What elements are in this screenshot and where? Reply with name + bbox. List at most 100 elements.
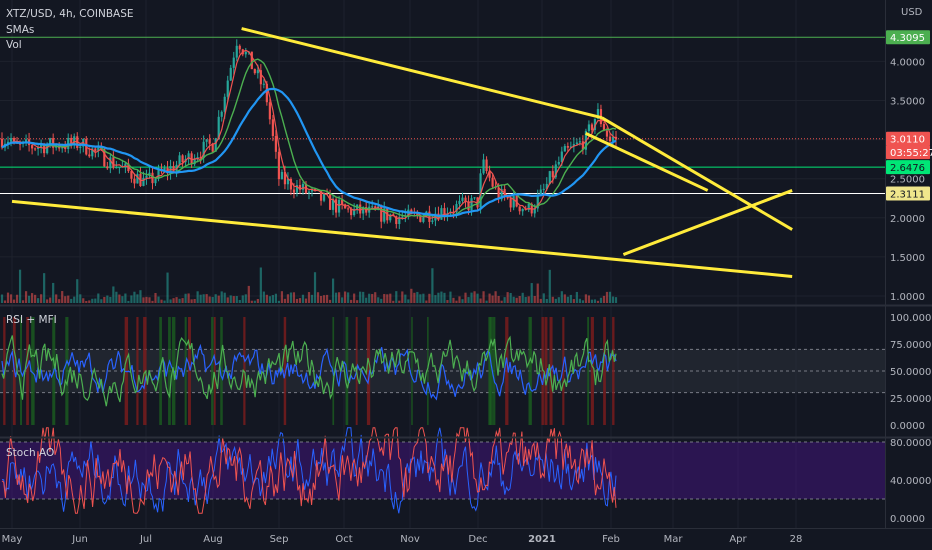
volume-bar [208, 296, 211, 303]
rsi-signal-bar [541, 317, 544, 425]
candle-body [289, 178, 293, 190]
volume-bar [434, 295, 437, 303]
ao-line [1, 427, 617, 514]
indicator-vol-label[interactable]: Vol [6, 39, 22, 51]
volume-bar [310, 294, 314, 303]
candle-body [497, 187, 500, 200]
candle-body [383, 208, 386, 222]
candle-body [605, 130, 609, 137]
candle-body [593, 118, 597, 130]
volume-bar [205, 294, 208, 303]
candle-body [461, 197, 464, 201]
candle-body [265, 83, 268, 103]
volume-bar [368, 293, 371, 303]
volume-bar [584, 294, 588, 303]
symbol-title[interactable]: XTZ/USD, 4h, COINBASE [6, 8, 134, 20]
volume-bar [169, 299, 172, 303]
volume-bar [449, 291, 452, 303]
candle-body [533, 208, 536, 214]
volume-bar [334, 292, 338, 303]
rsi-signal-bar [26, 317, 29, 425]
candle-body [214, 138, 217, 152]
candle-body [500, 188, 503, 200]
volume-bar [103, 296, 106, 303]
candle-body [46, 145, 49, 154]
volume-bar [280, 291, 284, 303]
volume-bar [593, 299, 597, 303]
rsi-signal-bar [213, 317, 216, 425]
candle-body [208, 139, 211, 144]
volume-bar [545, 298, 548, 303]
volume-bar [220, 291, 223, 303]
trendline [241, 27, 603, 120]
volume-bar [247, 285, 250, 303]
candle-body [452, 211, 455, 213]
volume-bar [130, 295, 133, 303]
volume-bar [12, 299, 16, 303]
volume-bar [596, 300, 600, 303]
stoch-title[interactable]: Stoch AO [6, 447, 54, 459]
volume-bar [301, 294, 305, 303]
volume-bar [235, 296, 238, 303]
time-axis[interactable]: May Jun Jul Aug Sep Oct Nov Dec 2021 Feb Mar Apr 28 [2, 534, 803, 545]
volume-bar [506, 292, 509, 303]
volume-bar [286, 294, 290, 303]
volume-bar [298, 298, 302, 303]
candle-body [374, 206, 377, 210]
candle-body [341, 199, 344, 205]
candle-body [608, 136, 612, 142]
volume-bar [569, 294, 572, 303]
rsi-tick-label: 100.0000 [890, 313, 932, 324]
volume-bar [127, 300, 130, 303]
candle-body [199, 157, 202, 159]
rsi-signal-bar [411, 317, 413, 425]
candle-body [91, 148, 94, 157]
volume-bar [274, 293, 277, 303]
volume-bar [491, 295, 494, 303]
volume-bar [419, 294, 422, 303]
time-tick-label: Oct [335, 534, 352, 545]
candle-body [244, 51, 247, 55]
volume-bar [527, 296, 530, 303]
candle-body [473, 197, 476, 199]
volume-bar [232, 296, 235, 303]
volume-bar [389, 293, 392, 303]
volume-bar [145, 296, 148, 303]
candle-body [124, 163, 127, 167]
stoch-line [1, 427, 617, 514]
rsi-title[interactable]: RSI + MFI [6, 314, 57, 326]
volume-bar [238, 299, 241, 303]
indicator-smas-label[interactable]: SMAs [6, 24, 34, 36]
volume-bar [337, 292, 341, 303]
volume-bar [614, 297, 618, 303]
candle-body [401, 216, 404, 218]
volume-bar [494, 291, 497, 303]
time-tick-label: Sep [270, 534, 289, 545]
trendlines[interactable] [11, 27, 793, 278]
candle-body [301, 183, 305, 190]
stoch-pane[interactable] [0, 427, 885, 514]
volume-bar [482, 291, 485, 303]
volume-bar [446, 300, 449, 303]
time-tick-label: Feb [602, 534, 620, 545]
candle-body [109, 157, 112, 169]
volume-bar [515, 297, 518, 303]
candle-body [286, 178, 290, 185]
volume-bar [422, 293, 425, 303]
volume-bar [304, 298, 308, 303]
volume-bar [548, 269, 551, 303]
volume-bar [91, 298, 94, 303]
volume-bar [55, 294, 58, 303]
candle-body [262, 83, 265, 85]
sma-line-2 [1, 58, 617, 218]
volume-bar [163, 300, 166, 303]
volume-bar [452, 297, 455, 303]
rsi-pane[interactable] [0, 317, 885, 425]
volume-bar [575, 291, 578, 303]
candle-body [253, 69, 256, 74]
candle-body [590, 124, 594, 130]
volume-bar [46, 299, 49, 303]
candle-body [581, 141, 584, 150]
time-tick-label: Jun [71, 534, 88, 545]
